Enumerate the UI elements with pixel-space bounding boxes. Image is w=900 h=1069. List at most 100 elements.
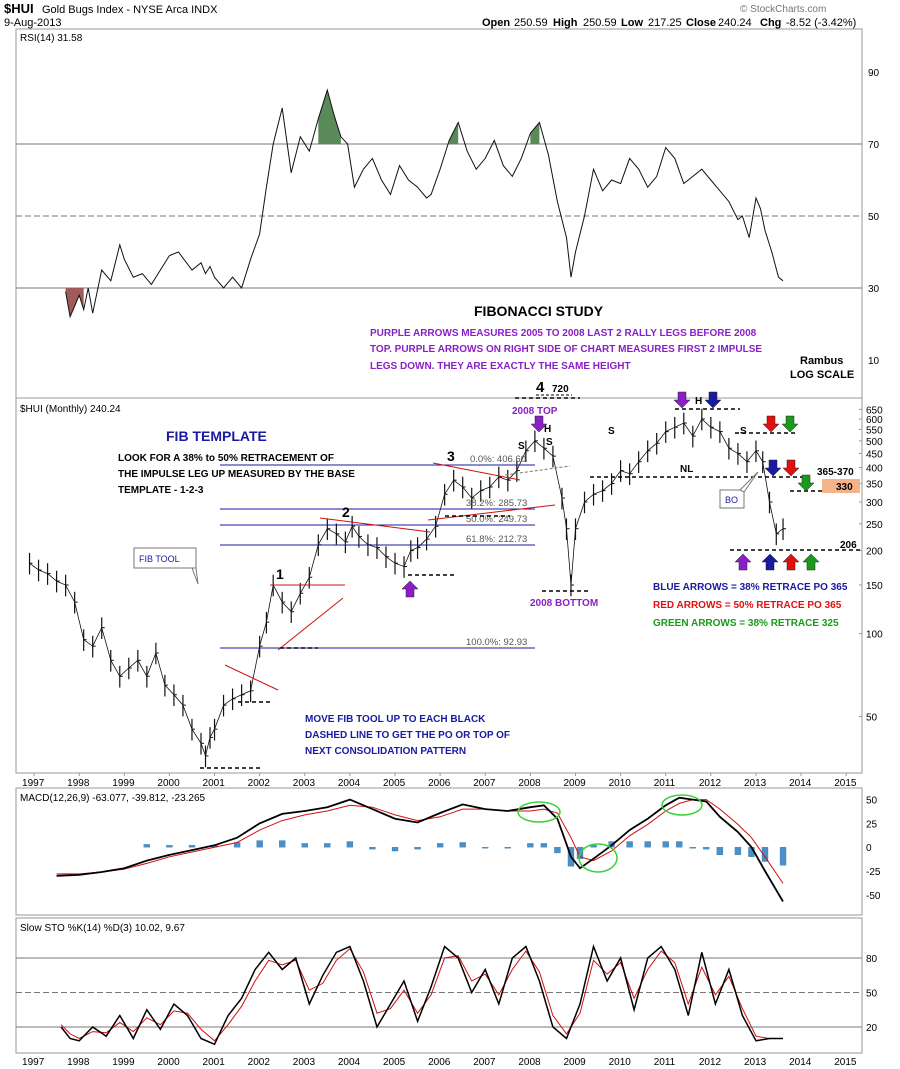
- watermark: © StockCharts.com: [740, 4, 826, 15]
- blue-arrow-up-icon: [761, 553, 779, 571]
- red-arrow-down-icon: [782, 459, 800, 477]
- x-tick-label: 2003: [293, 1057, 316, 1068]
- x-tick-label: 1999: [112, 778, 135, 789]
- rsi-y-tick: 90: [868, 68, 880, 79]
- macd-hist-bar: [188, 845, 196, 848]
- top-2008-label: 2008 TOP: [512, 406, 558, 417]
- green-circle-marker: [661, 794, 703, 816]
- x-tick-label: 2011: [654, 1057, 676, 1068]
- x-tick-label: 2009: [563, 778, 586, 789]
- macd-hist-bar: [734, 847, 742, 856]
- x-tick-label: 2014: [789, 1057, 812, 1068]
- x-tick-label: 1997: [22, 778, 45, 789]
- rsi-y-tick: 50: [868, 212, 880, 223]
- x-tick-label: 2011: [654, 778, 676, 789]
- bo-label: BO: [725, 495, 738, 505]
- macd-hist-bar: [761, 847, 769, 862]
- fib-study-title: FIBONACCI STUDY: [474, 303, 604, 319]
- price-y-tick: 300: [866, 498, 883, 509]
- close-value: 240.24: [718, 17, 752, 29]
- x-tick-label: 2008: [518, 778, 541, 789]
- price-y-tick: 450: [866, 449, 883, 460]
- price-label: $HUI (Monthly) 240.24: [20, 404, 121, 415]
- x-tick-label: 2003: [293, 778, 316, 789]
- hs-s-right: S: [546, 437, 553, 448]
- header-symbol: $HUI: [4, 1, 34, 16]
- x-tick-label: 2015: [834, 778, 857, 789]
- rsi-label: RSI(14) 31.58: [20, 33, 83, 44]
- hs2-s-left: S: [608, 426, 615, 437]
- macd-hist-bar: [436, 843, 444, 848]
- hs2-h: H: [695, 396, 702, 407]
- macd-hist-bar: [644, 841, 651, 848]
- x-tick-label: 2004: [338, 778, 361, 789]
- price-line: [29, 418, 784, 758]
- macd-hist-bar: [459, 842, 466, 848]
- open-label: Open: [482, 17, 510, 29]
- macd-hist-bar: [279, 840, 286, 848]
- x-tick-label: 2002: [248, 1057, 271, 1068]
- template-note-3: TEMPLATE - 1-2-3: [118, 485, 204, 496]
- rsi-y-tick: 30: [868, 284, 880, 295]
- x-tick-label: 2008: [518, 1057, 541, 1068]
- fib-label-50: 50.0%: 249.73: [466, 514, 527, 525]
- macd-hist-bar: [369, 847, 376, 850]
- macd-hist-bar: [662, 841, 669, 848]
- x-axis: 1997 1998 1999 2000 2001 2002 2003 2004 2005 2006…: [22, 773, 857, 1068]
- macd-hist-bar: [590, 845, 597, 848]
- sto-y-tick: 20: [866, 1023, 878, 1034]
- macd-y-tick: 25: [866, 819, 878, 830]
- x-tick-label: 2001: [203, 778, 226, 789]
- template-note-1: LOOK FOR A 38% to 50% RETRACEMENT OF: [118, 453, 334, 464]
- x-tick-label: 2000: [157, 1057, 180, 1068]
- price-y-tick: 350: [866, 480, 883, 491]
- macd-y-tick: -25: [866, 867, 881, 878]
- x-tick-label: 2012: [699, 1057, 722, 1068]
- x-tick-label: 2015: [834, 1057, 857, 1068]
- macd-circles: [517, 794, 703, 873]
- macd-hist-bar: [689, 847, 696, 849]
- x-tick-label: 2005: [383, 1057, 406, 1068]
- x-tick-label: 2010: [609, 778, 632, 789]
- macd-hist-bar: [703, 847, 710, 850]
- x-tick-label: 2002: [248, 778, 271, 789]
- blue-legend: BLUE ARROWS = 38% RETRACE PO 365: [653, 582, 848, 593]
- nl-label: NL: [680, 464, 693, 475]
- wave-3: 3: [447, 448, 455, 464]
- x-tick-label: 2007: [473, 1057, 496, 1068]
- fib-label-0: 0.0%: 406.60: [470, 454, 526, 465]
- hs-s-left: S: [518, 441, 525, 452]
- arrows: [401, 391, 820, 598]
- price-y-tick: 400: [866, 464, 883, 475]
- trendline-4: [319, 517, 431, 533]
- macd-y-tick: 0: [866, 843, 872, 854]
- x-tick-label: 1998: [67, 1057, 90, 1068]
- rsi-y-tick: 70: [868, 140, 880, 151]
- header-name: Gold Bugs Index - NYSE Arca INDX: [42, 4, 218, 16]
- macd-hist-bar: [527, 843, 534, 848]
- trendline-1: [224, 664, 279, 691]
- macd-hist-bar: [346, 841, 354, 848]
- wave-4-value: 720: [552, 384, 569, 395]
- macd-line: [56, 796, 784, 902]
- low-label: Low: [621, 17, 643, 29]
- fib-tool-label: FIB TOOL: [139, 554, 180, 564]
- purple-note-2: TOP. PURPLE ARROWS ON RIGHT SIDE OF CHAR…: [370, 344, 762, 355]
- macd-hist-bar: [301, 843, 308, 848]
- macd-hist-bar: [143, 844, 150, 848]
- fib-tool-box: FIB TOOL: [133, 547, 199, 585]
- rsi-overbought-fill: [318, 90, 341, 144]
- purple-note-1: PURPLE ARROWS MEASURES 2005 TO 2008 LAST…: [370, 328, 757, 339]
- move-note-3: NEXT CONSOLIDATION PATTERN: [305, 746, 466, 757]
- trend-lines: [224, 462, 556, 691]
- red-arrow-down-icon: [762, 415, 780, 433]
- fib-levels: 0.0%: 406.60 38.2%: 285.73 50.0%: 249.73…: [220, 454, 535, 649]
- price-y-tick: 650: [866, 405, 883, 416]
- x-tick-label: 1999: [112, 1057, 135, 1068]
- header-ohlc: Open 250.59 High 250.59 Low 217.25 Close…: [482, 17, 856, 29]
- macd-hist-bar: [482, 847, 489, 849]
- macd-hist-bar: [779, 847, 787, 866]
